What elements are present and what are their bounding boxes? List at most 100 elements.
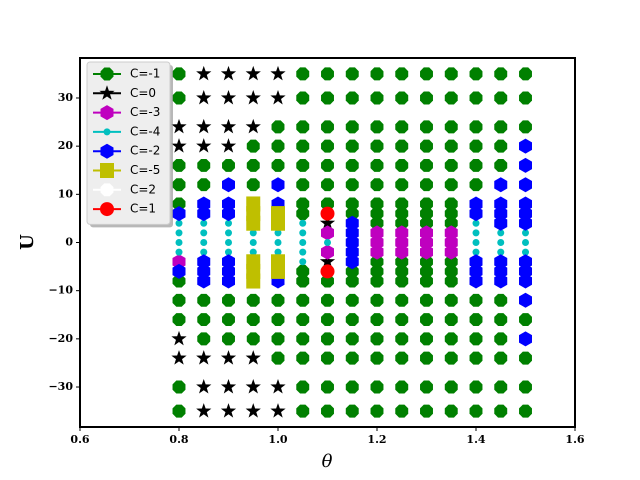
data-point: [395, 158, 409, 172]
data-point: [345, 67, 359, 81]
data-point: [395, 351, 409, 365]
data-point: [469, 380, 483, 394]
data-point: [320, 264, 335, 279]
data-point: [220, 379, 237, 394]
data-point: [370, 235, 384, 250]
data-point: [469, 196, 483, 212]
data-point: [469, 313, 483, 327]
legend-label: C=-3: [130, 105, 160, 119]
data-point: [197, 273, 211, 289]
x-axis-label: θ: [322, 451, 333, 472]
data-point: [249, 248, 257, 256]
data-point: [444, 67, 458, 81]
data-point: [519, 292, 532, 308]
data-point: [469, 67, 483, 81]
data-point: [497, 229, 505, 237]
data-point: [271, 120, 285, 134]
data-point: [220, 138, 237, 153]
data-point: [370, 225, 384, 241]
data-point: [469, 332, 483, 346]
data-point: [200, 239, 208, 246]
data-point: [395, 235, 409, 250]
data-point: [370, 244, 384, 260]
data-point: [494, 380, 508, 394]
data-point: [222, 254, 235, 270]
data-point: [469, 91, 483, 105]
data-point: [172, 206, 186, 222]
data-point: [522, 248, 529, 256]
legend-marker: [100, 105, 114, 121]
data-point: [171, 330, 187, 346]
data-point: [296, 120, 310, 134]
data-point: [321, 158, 334, 172]
data-point: [345, 91, 359, 105]
legend-label: C=-1: [130, 67, 160, 81]
data-point: [444, 158, 458, 172]
data-point: [519, 67, 532, 81]
legend-marker: [100, 202, 114, 217]
data-point: [345, 197, 359, 211]
data-point: [175, 248, 183, 256]
legend: C=-1 C=0 C=-3 C=-4 C=-2 C=-5 C=2 C=1: [86, 61, 173, 228]
data-point: [319, 253, 336, 269]
data-point: [420, 216, 433, 230]
data-point: [270, 379, 286, 394]
data-point: [494, 177, 508, 193]
data-point: [370, 351, 384, 365]
y-tick-label: −20: [48, 332, 73, 345]
data-point: [246, 178, 260, 192]
data-point: [494, 263, 508, 279]
data-point: [200, 219, 208, 227]
data-point: [497, 248, 505, 256]
data-point: [271, 313, 285, 327]
data-point: [320, 206, 335, 221]
data-point: [444, 293, 458, 307]
data-point: [420, 139, 433, 153]
x-tick-label: 1.4: [466, 433, 485, 446]
data-point: [469, 293, 483, 307]
data-point: [519, 206, 532, 222]
data-point: [197, 178, 211, 192]
data-point: [296, 332, 310, 346]
data-point: [197, 196, 211, 212]
data-point: [345, 404, 359, 418]
legend-label: C=-2: [130, 144, 160, 158]
data-point: [345, 215, 359, 231]
data-point: [444, 332, 458, 346]
data-point: [172, 67, 186, 81]
data-point: [222, 332, 235, 346]
data-point: [296, 293, 310, 307]
legend-marker: [100, 67, 114, 81]
data-point: [345, 264, 359, 278]
data-point: [345, 225, 359, 241]
data-point: [395, 244, 409, 260]
data-point: [345, 235, 359, 250]
data-point: [395, 216, 409, 230]
data-point: [420, 313, 433, 327]
data-point: [249, 239, 257, 246]
data-point: [172, 313, 186, 327]
data-point: [395, 178, 409, 192]
data-point: [519, 351, 532, 365]
data-point: [472, 219, 480, 227]
data-point: [172, 263, 186, 279]
data-point: [172, 178, 186, 192]
data-point: [271, 139, 285, 153]
data-point: [299, 239, 307, 246]
data-point: [321, 313, 334, 327]
data-point: [519, 404, 532, 418]
data-point: [196, 65, 212, 81]
data-point: [296, 380, 310, 394]
data-point: [469, 351, 483, 365]
data-point: [197, 263, 211, 279]
data-point: [246, 332, 260, 346]
data-point: [197, 206, 211, 222]
data-point: [444, 274, 458, 288]
data-point: [370, 332, 384, 346]
data-point: [494, 273, 508, 289]
data-point: [370, 274, 384, 288]
data-point: [345, 139, 359, 153]
data-point: [420, 293, 433, 307]
data-point: [296, 178, 310, 192]
data-point: [370, 207, 384, 221]
